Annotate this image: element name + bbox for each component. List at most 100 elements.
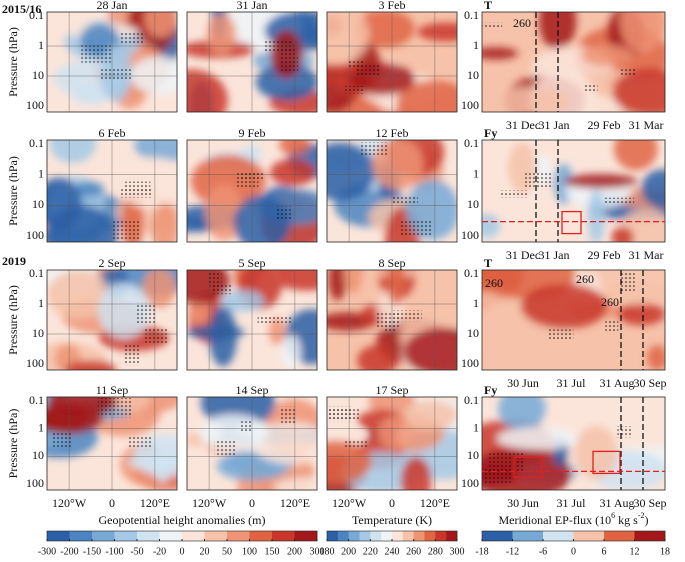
contour-field	[327, 270, 457, 370]
colorbar-tick-label: -6	[539, 546, 547, 557]
field-blob	[268, 317, 286, 345]
y-tick-label: 1	[473, 38, 479, 52]
field-blobs	[327, 12, 457, 112]
y-axis-label: Pressure (hPa)	[6, 27, 20, 97]
field-blob	[482, 47, 519, 60]
field-blob	[482, 213, 501, 238]
label-part: Geopotential height anomalies (m)	[99, 513, 266, 527]
colorbar-tick-label: 150	[265, 546, 280, 557]
field-blob	[355, 12, 415, 48]
colorbar-tick-label: -150	[83, 546, 101, 557]
y-tick-label: 100	[461, 356, 479, 370]
panel-frame	[481, 139, 666, 243]
stipple	[390, 196, 418, 204]
y-tick-label: 0.1	[29, 8, 44, 22]
x-tick-label: 30 Jun	[507, 376, 539, 390]
group-label: 2015/16	[2, 2, 41, 16]
x-tick-label: 31 Dec	[506, 248, 540, 262]
field-blobs	[47, 270, 177, 370]
colorbar-tick-label: 0	[180, 546, 185, 557]
y-tick-label: 0.1	[29, 393, 44, 407]
x-tick-label: 31 Aug	[599, 376, 634, 390]
colorbar-tick-label: 100	[242, 546, 257, 557]
field-blobs	[187, 397, 317, 490]
colorbar-segment	[69, 531, 93, 541]
x-tick-label: 120°W	[192, 496, 227, 510]
colorbar-tick-label: 0	[571, 546, 576, 557]
colorbar-segment	[435, 531, 447, 541]
field-blob	[581, 397, 665, 431]
highlight-box	[513, 456, 543, 479]
panel-title: 31 Jan	[237, 0, 268, 12]
field-blob	[187, 325, 245, 340]
field-blobs	[47, 140, 177, 242]
y-tick-label: 100	[26, 228, 44, 242]
field-blob	[641, 169, 665, 208]
field-blob	[497, 427, 578, 450]
colorbar-segment	[227, 531, 250, 541]
field-blob	[482, 87, 570, 112]
panel-title: 8 Sep	[379, 256, 406, 270]
stipple	[547, 329, 574, 340]
stipple	[400, 220, 432, 237]
y-axis-label: Pressure (hPa)	[6, 285, 20, 355]
colorbar-tick-label: 200	[341, 546, 356, 557]
field-blob	[620, 12, 665, 53]
panel-title: 6 Feb	[99, 126, 126, 140]
x-tick-label: 0	[249, 496, 255, 510]
field-blob	[563, 173, 638, 189]
field-blob	[134, 140, 177, 162]
x-tick-label: 120°W	[52, 496, 87, 510]
contour-label: 260	[576, 272, 594, 286]
field-blob	[396, 80, 457, 112]
stipple	[257, 316, 292, 324]
colorbar-tick-label: 280	[428, 546, 443, 557]
colorbar-segment	[159, 531, 183, 541]
stipple	[621, 273, 635, 292]
colorbar-segment	[114, 531, 138, 541]
stipple	[279, 56, 299, 73]
panel-title: 2 Sep	[99, 256, 126, 270]
field-blob	[273, 270, 317, 291]
stipple	[110, 218, 141, 240]
y-tick-label: 100	[26, 476, 44, 490]
panel-title: 3 Feb	[379, 0, 406, 12]
stipple	[583, 83, 598, 94]
colorbar-segment	[634, 531, 666, 541]
panel-title: 5 Sep	[239, 256, 266, 270]
stipple	[263, 38, 292, 52]
stipple	[52, 432, 71, 450]
stipple	[617, 426, 633, 438]
label-part: Meridional EP-flux (10	[499, 513, 612, 527]
colorbar-tick-label: 300	[450, 546, 465, 557]
x-tick-label: 31 Jan	[539, 118, 570, 132]
stipple	[143, 327, 168, 343]
field-blob	[574, 425, 618, 480]
field-blob	[617, 303, 665, 326]
colorbar-segment	[482, 531, 513, 541]
contour-field	[47, 12, 177, 112]
label-part: kg s	[615, 513, 638, 527]
y-tick-label: 1	[38, 38, 44, 52]
field-blob	[357, 345, 398, 370]
stipple	[207, 272, 222, 287]
colorbar-tick-label: -200	[60, 546, 78, 557]
field-blob	[47, 177, 83, 231]
stipple	[524, 173, 554, 190]
side-panel-label: T	[484, 0, 492, 12]
colorbar-segment	[392, 531, 404, 541]
stipple	[482, 22, 503, 29]
field-blob	[73, 181, 105, 197]
x-tick-label: 29 Feb	[588, 248, 621, 262]
contour-field	[482, 12, 665, 112]
colorbar-segment	[294, 531, 318, 541]
field-blob	[613, 140, 658, 171]
colorbar-segment	[512, 531, 544, 541]
stipple	[127, 435, 153, 450]
colorbar-segment	[92, 531, 115, 541]
field-blob	[520, 283, 608, 329]
field-blob	[233, 195, 291, 242]
colorbar-segment	[249, 531, 273, 541]
colorbar-tick-label: 18	[660, 546, 670, 557]
